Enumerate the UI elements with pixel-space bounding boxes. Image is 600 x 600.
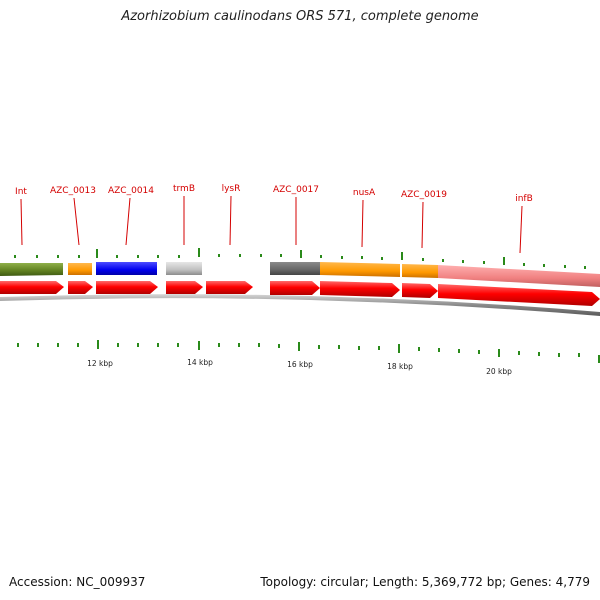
leader-line-lysr: [229, 195, 232, 246]
topology-info: Topology: circular: [260, 575, 365, 589]
arrow-int: [0, 281, 64, 294]
gene-label-azc-0017: AZC_0017: [273, 185, 319, 195]
feature-azc-0014: [96, 262, 157, 275]
feature-track: [0, 262, 600, 287]
scale-label-14-kbp: 14 kbp: [187, 358, 213, 367]
leader-line-int: [20, 198, 23, 246]
upper-tick-marks: [14, 248, 586, 269]
summary-separator-2: ;: [502, 575, 510, 589]
summary-separator-1: ;: [364, 575, 373, 589]
feature-trmb: [166, 262, 202, 275]
genome-summary: Topology: circular; Length: 5,369,772 bp…: [260, 575, 590, 589]
genome-title: Azorhizobium caulinodans ORS 571, comple…: [121, 9, 479, 24]
arrow-infb: [438, 284, 600, 306]
gene-label-lysr: lysR: [222, 184, 241, 194]
length-info: Length: 5,369,772 bp: [372, 575, 502, 589]
gene-label-trmb: trmB: [173, 184, 195, 194]
arrow-nusa: [320, 281, 400, 297]
feature-nusa: [320, 262, 400, 277]
gene-count-info: Genes: 4,779: [509, 575, 590, 589]
leader-line-azc-0013: [73, 197, 80, 246]
leader-line-azc-0019: [421, 201, 424, 249]
arrow-azc-0019: [402, 283, 438, 298]
feature-int: [0, 263, 63, 276]
gene-label-infb: infB: [515, 194, 533, 204]
arrow-lysr: [206, 281, 253, 294]
gene-label-nusa: nusA: [353, 188, 376, 198]
genome-backbone: [0, 294, 600, 316]
scale-labels: 12 kbp 14 kbp 16 kbp 18 kbp 20 kbp: [87, 358, 512, 376]
scale-label-12-kbp: 12 kbp: [87, 359, 113, 368]
gene-label-azc-0014: AZC_0014: [108, 186, 154, 196]
scale-label-16-kbp: 16 kbp: [287, 360, 313, 369]
gene-label-azc-0019: AZC_0019: [401, 190, 447, 200]
feature-azc-0019: [402, 264, 438, 278]
scale-label-18-kbp: 18 kbp: [387, 362, 413, 371]
scale-label-20-kbp: 20 kbp: [486, 367, 512, 376]
forward-arrow-track: [0, 281, 600, 306]
feature-azc-0017: [270, 262, 320, 275]
gene-label-azc-0013: AZC_0013: [50, 186, 96, 196]
gene-labels-layer: Int AZC_0013 AZC_0014 trmB lysR AZC_0017…: [15, 184, 533, 254]
feature-azc-0013: [68, 263, 92, 275]
accession-number: Accession: NC_009937: [9, 575, 146, 589]
leader-line-infb: [519, 205, 523, 254]
feature-infb: [438, 265, 600, 287]
leader-line-nusa: [361, 199, 364, 248]
lower-tick-marks: [17, 340, 600, 363]
arrow-azc-0013: [68, 281, 93, 294]
arrow-azc-0017: [270, 281, 320, 295]
arrow-azc-0014: [96, 281, 158, 294]
gene-label-int: Int: [15, 187, 27, 197]
arrow-trmb: [166, 281, 203, 294]
leader-line-azc-0014: [125, 197, 131, 246]
